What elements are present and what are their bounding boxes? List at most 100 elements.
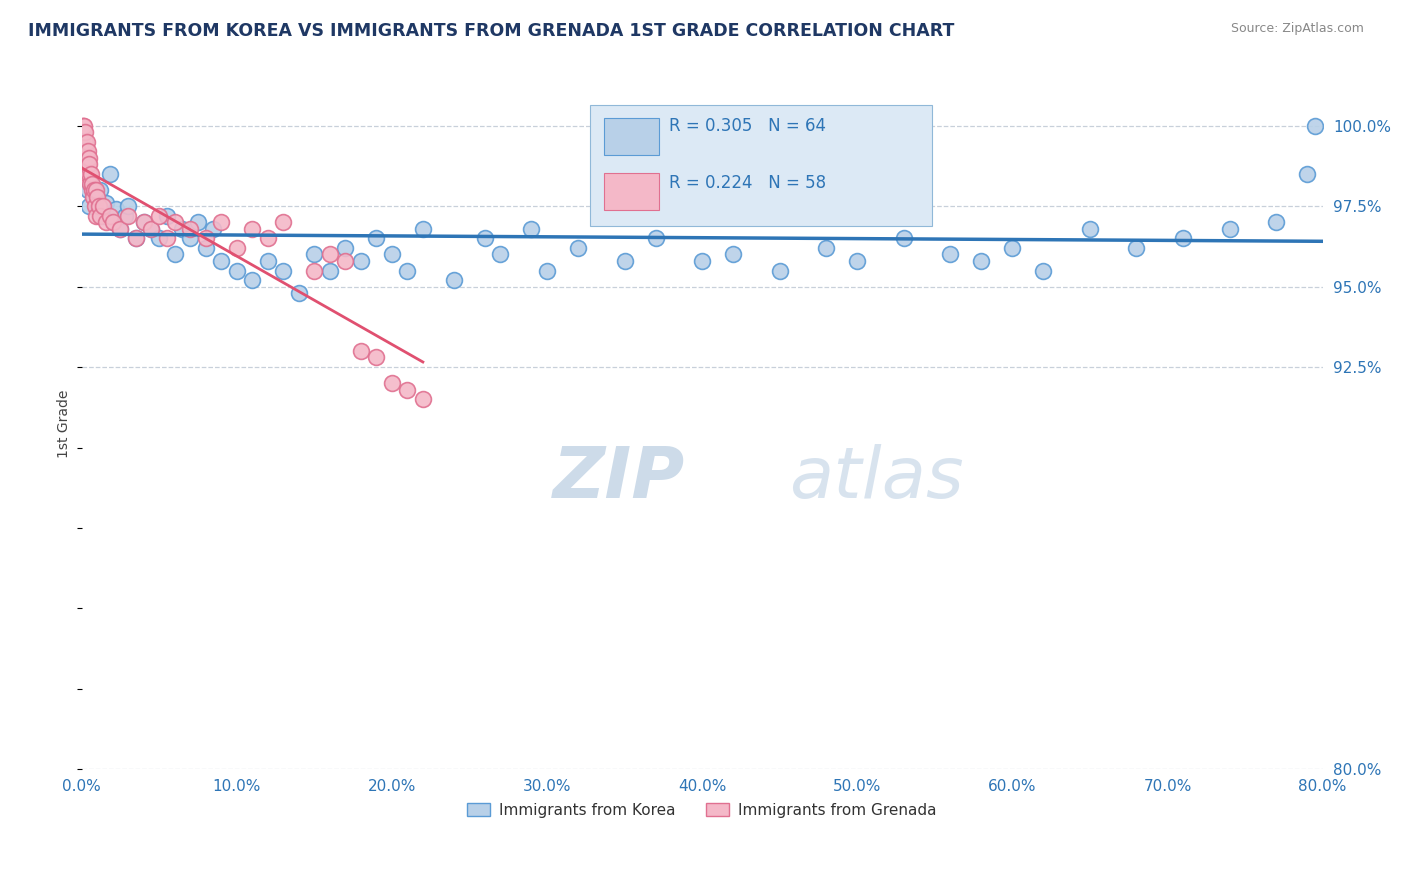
Point: [970, 253, 993, 268]
Point: [209, 215, 232, 229]
Point: [80, 167, 103, 181]
Point: [156, 209, 179, 223]
Point: [101, 215, 124, 229]
Point: [72, 119, 94, 133]
Point: [117, 199, 139, 213]
Point: [179, 221, 201, 235]
Point: [474, 231, 496, 245]
Text: IMMIGRANTS FROM KOREA VS IMMIGRANTS FROM GRENADA 1ST GRADE CORRELATION CHART: IMMIGRANTS FROM KOREA VS IMMIGRANTS FROM…: [28, 22, 955, 40]
Point: [240, 221, 263, 235]
Point: [304, 263, 326, 277]
Point: [271, 215, 294, 229]
Point: [86, 209, 108, 223]
Point: [77, 157, 100, 171]
Point: [939, 247, 962, 261]
Point: [148, 209, 170, 223]
Point: [520, 221, 543, 235]
Point: [76, 167, 98, 181]
Point: [141, 221, 163, 235]
Point: [75, 157, 97, 171]
Point: [443, 273, 465, 287]
Point: [381, 376, 404, 391]
Point: [76, 151, 98, 165]
Point: [256, 253, 278, 268]
Point: [82, 189, 104, 203]
Point: [73, 151, 96, 165]
Point: [1171, 231, 1194, 245]
Point: [73, 135, 96, 149]
Point: [567, 241, 589, 255]
Point: [271, 263, 294, 277]
Point: [846, 253, 869, 268]
Point: [110, 221, 132, 235]
Point: [319, 263, 342, 277]
Point: [156, 231, 179, 245]
Point: [489, 247, 512, 261]
Point: [79, 199, 101, 213]
Point: [163, 215, 186, 229]
Point: [86, 199, 108, 213]
Point: [1078, 221, 1101, 235]
Text: R = 0.224   N = 58: R = 0.224 N = 58: [669, 174, 825, 193]
Point: [104, 202, 127, 217]
Text: ZIP: ZIP: [553, 444, 685, 513]
FancyBboxPatch shape: [605, 173, 658, 211]
Point: [84, 183, 107, 197]
Point: [73, 119, 96, 133]
Point: [194, 241, 217, 255]
Point: [91, 209, 114, 223]
Point: [132, 215, 155, 229]
Point: [98, 209, 121, 223]
Point: [76, 135, 98, 149]
Point: [82, 177, 104, 191]
Point: [1218, 221, 1240, 235]
Point: [148, 231, 170, 245]
Point: [396, 383, 419, 397]
Point: [1032, 263, 1054, 277]
Point: [80, 177, 103, 191]
Point: [89, 183, 111, 197]
Text: R = 0.305   N = 64: R = 0.305 N = 64: [669, 117, 825, 135]
Point: [77, 167, 100, 181]
Point: [79, 157, 101, 171]
Y-axis label: 1st Grade: 1st Grade: [58, 389, 72, 458]
Point: [76, 145, 98, 159]
Point: [815, 241, 838, 255]
Point: [396, 263, 419, 277]
Legend: Immigrants from Korea, Immigrants from Grenada: Immigrants from Korea, Immigrants from G…: [461, 797, 943, 824]
Point: [1303, 119, 1326, 133]
Point: [412, 221, 434, 235]
Point: [412, 392, 434, 407]
Point: [72, 135, 94, 149]
Point: [366, 351, 388, 365]
Point: [80, 183, 103, 197]
Point: [240, 273, 263, 287]
Point: [83, 183, 105, 197]
Point: [187, 215, 209, 229]
Point: [75, 125, 97, 139]
Point: [72, 125, 94, 139]
FancyBboxPatch shape: [605, 118, 658, 155]
Point: [141, 221, 163, 235]
Point: [304, 247, 326, 261]
Point: [163, 247, 186, 261]
Point: [98, 167, 121, 181]
Point: [77, 151, 100, 165]
Point: [1125, 241, 1147, 255]
Point: [613, 253, 636, 268]
Point: [225, 241, 247, 255]
Point: [83, 199, 105, 213]
Point: [179, 231, 201, 245]
Point: [769, 263, 792, 277]
Point: [91, 199, 114, 213]
Point: [72, 119, 94, 133]
Text: atlas: atlas: [789, 444, 963, 513]
Text: Source: ZipAtlas.com: Source: ZipAtlas.com: [1230, 22, 1364, 36]
Point: [287, 286, 309, 301]
Point: [114, 209, 136, 223]
Point: [110, 221, 132, 235]
Point: [79, 177, 101, 191]
Point: [101, 215, 124, 229]
Point: [83, 189, 105, 203]
Point: [366, 231, 388, 245]
